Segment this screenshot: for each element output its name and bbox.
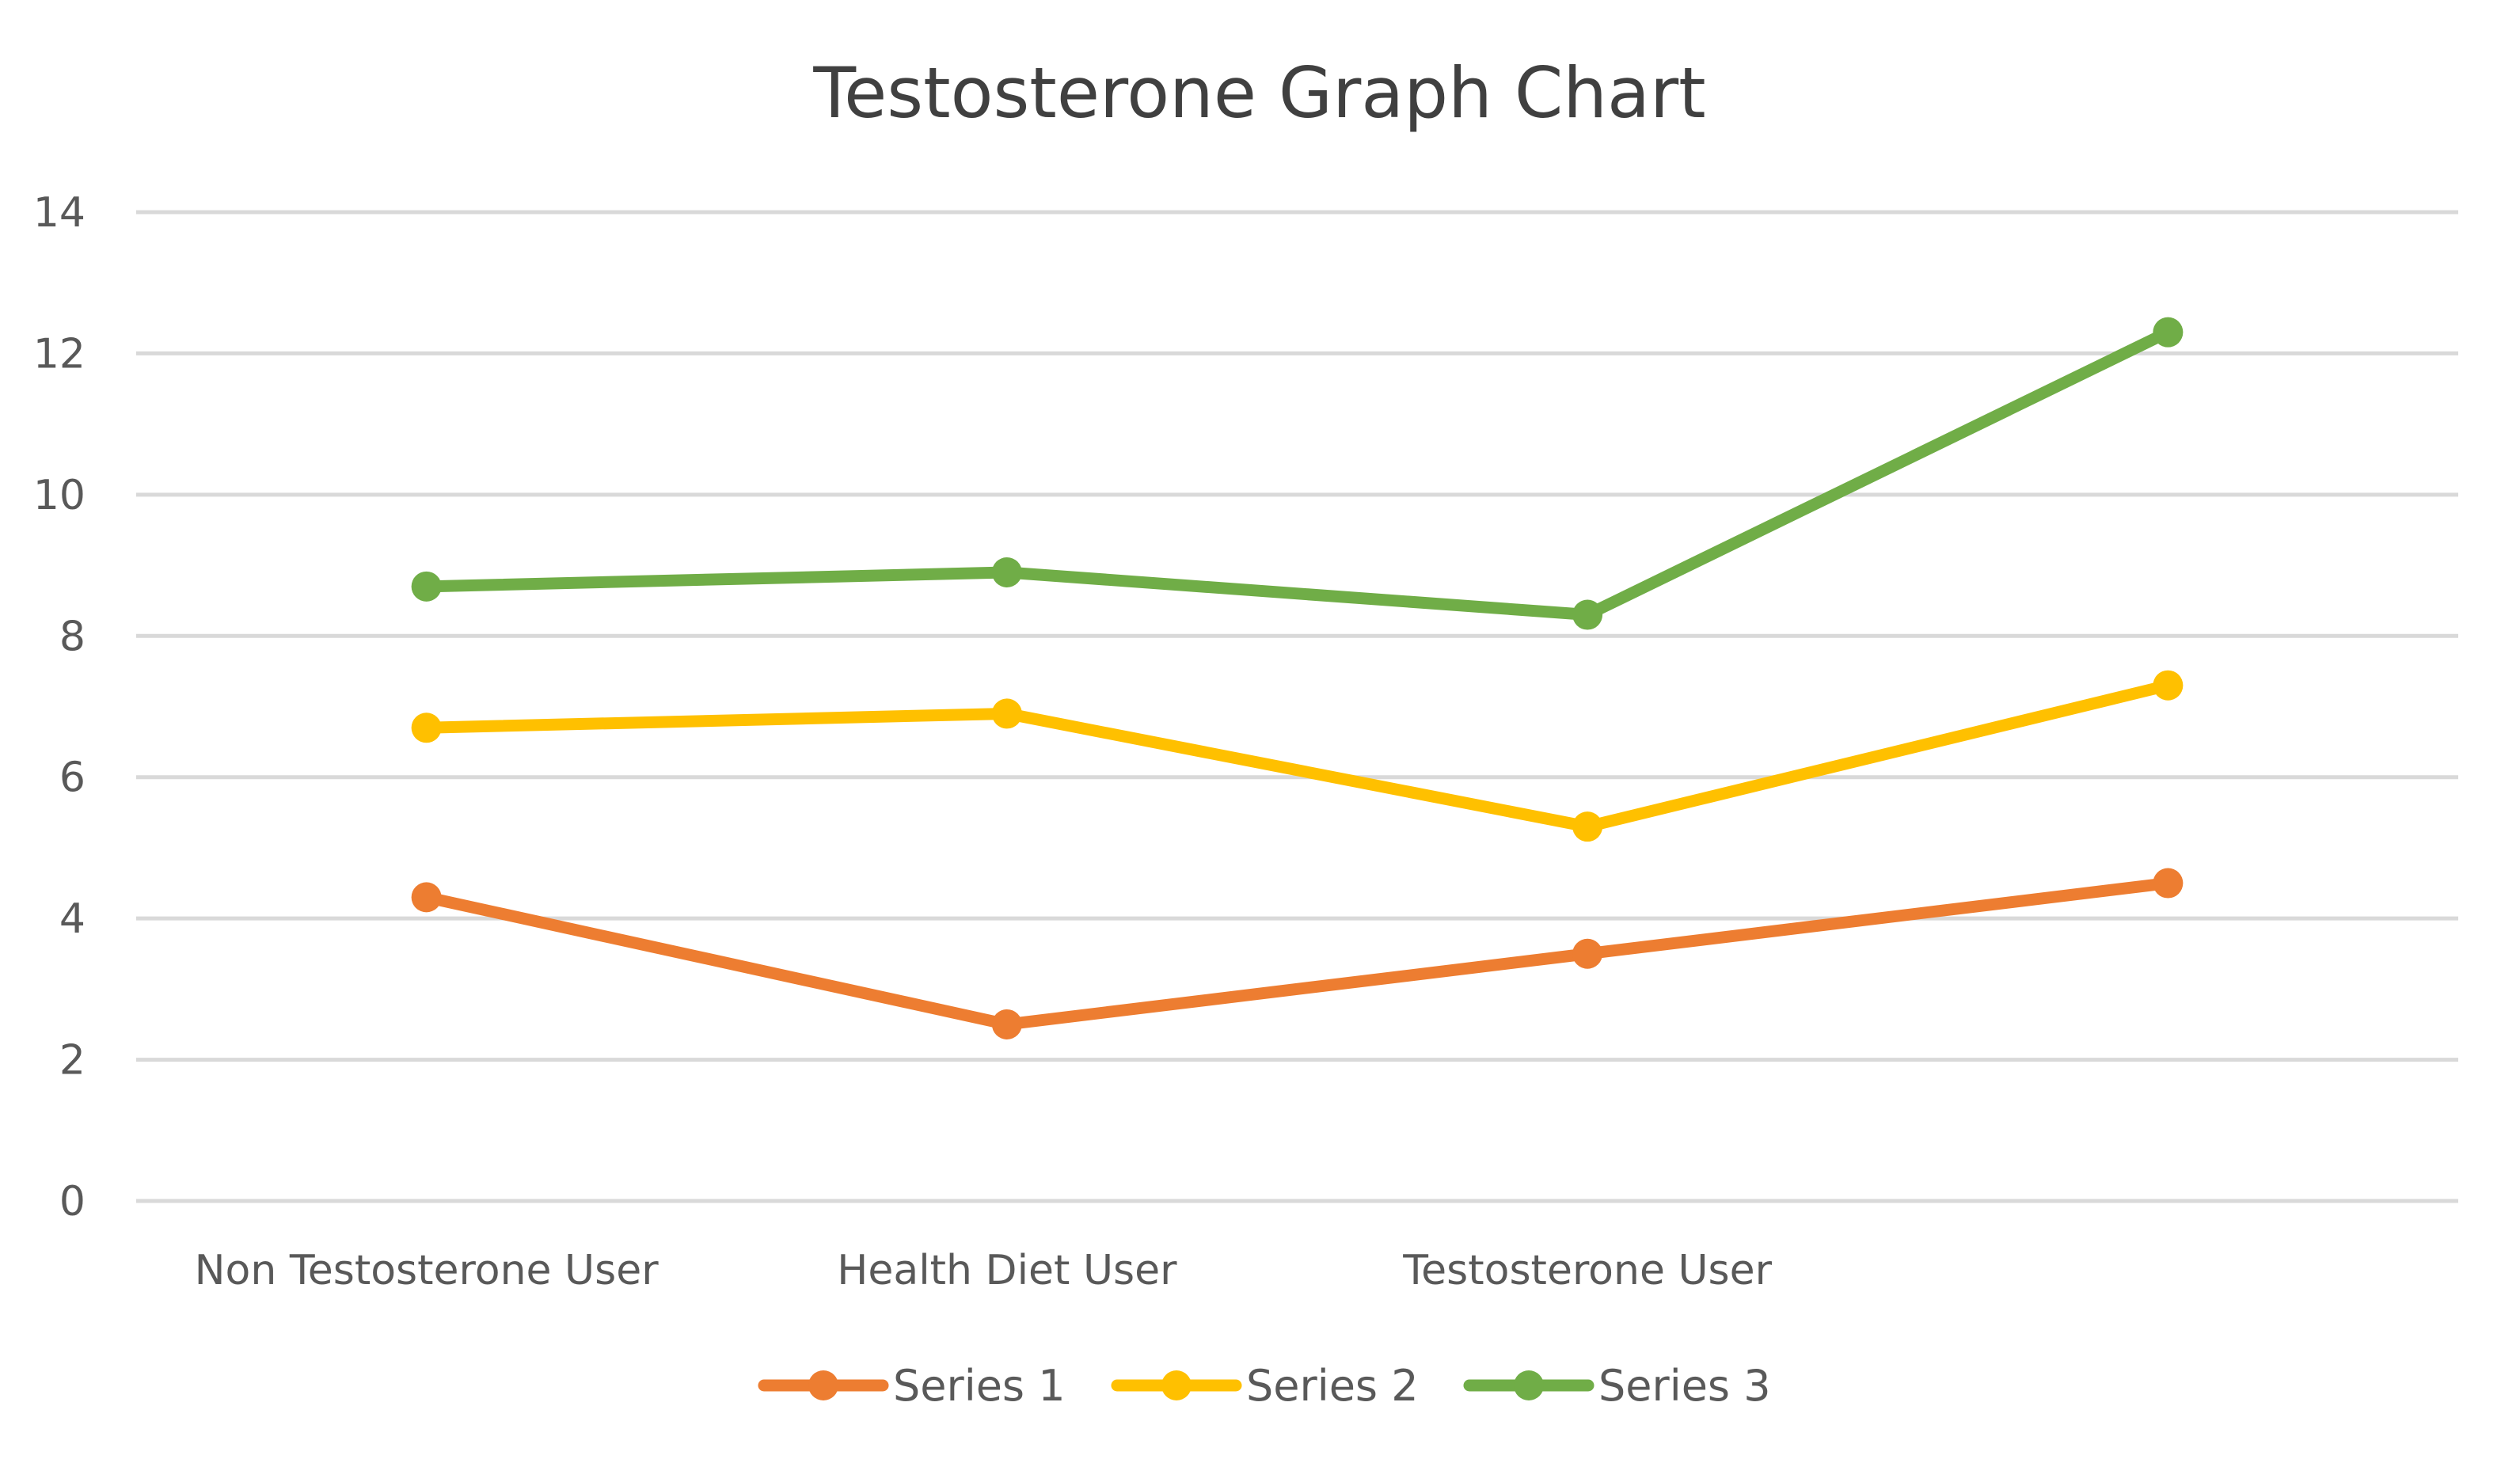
legend-swatch-marker bbox=[1514, 1370, 1544, 1400]
y-tick-label: 8 bbox=[59, 613, 86, 660]
y-tick-label: 12 bbox=[33, 330, 86, 378]
series-line bbox=[420, 877, 2174, 1031]
data-point bbox=[411, 712, 442, 743]
series-3 bbox=[411, 317, 2184, 630]
series-line bbox=[420, 326, 2174, 621]
y-tick-label: 4 bbox=[59, 895, 86, 943]
legend-item: Series 1 bbox=[758, 1361, 1066, 1411]
legend-item: Series 2 bbox=[1111, 1361, 1419, 1411]
data-point bbox=[411, 882, 442, 913]
legend: Series 1 Series 2 Series 3 bbox=[758, 1361, 1771, 1411]
y-tick-label: 0 bbox=[59, 1178, 86, 1226]
legend-label: Series 1 bbox=[893, 1361, 1066, 1411]
y-tick-label: 2 bbox=[59, 1037, 86, 1085]
data-point bbox=[1572, 938, 1603, 969]
chart-title: Testosterone Graph Chart bbox=[812, 52, 1705, 134]
data-point bbox=[991, 557, 1022, 587]
data-point bbox=[1572, 599, 1603, 630]
y-tick-label: 14 bbox=[33, 189, 86, 237]
series-line bbox=[420, 679, 2174, 833]
y-tick-label: 10 bbox=[33, 472, 86, 519]
data-point bbox=[2153, 670, 2184, 701]
series-1 bbox=[411, 868, 2184, 1039]
data-point bbox=[1572, 811, 1603, 842]
series-lines bbox=[411, 317, 2184, 1039]
x-axis-ticks: Non Testosterone User Health Diet User Tes… bbox=[195, 1247, 1773, 1294]
legend-label: Series 2 bbox=[1246, 1361, 1419, 1411]
data-point bbox=[411, 571, 442, 602]
data-point bbox=[2153, 317, 2184, 348]
legend-swatch-marker bbox=[808, 1370, 838, 1400]
data-point bbox=[2153, 868, 2184, 899]
x-tick-label: Non Testosterone User bbox=[195, 1247, 659, 1294]
legend-item: Series 3 bbox=[1463, 1361, 1771, 1411]
y-axis-ticks: 0 2 4 6 8 10 12 14 bbox=[33, 189, 86, 1226]
legend-label: Series 3 bbox=[1598, 1361, 1771, 1411]
data-point bbox=[991, 698, 1022, 729]
data-point bbox=[991, 1009, 1022, 1039]
x-tick-label: Health Diet User bbox=[837, 1247, 1177, 1294]
x-tick-label: Testosterone User bbox=[1402, 1247, 1772, 1294]
y-tick-label: 6 bbox=[59, 754, 86, 802]
series-2 bbox=[411, 670, 2184, 842]
legend-swatch-marker bbox=[1161, 1370, 1192, 1400]
